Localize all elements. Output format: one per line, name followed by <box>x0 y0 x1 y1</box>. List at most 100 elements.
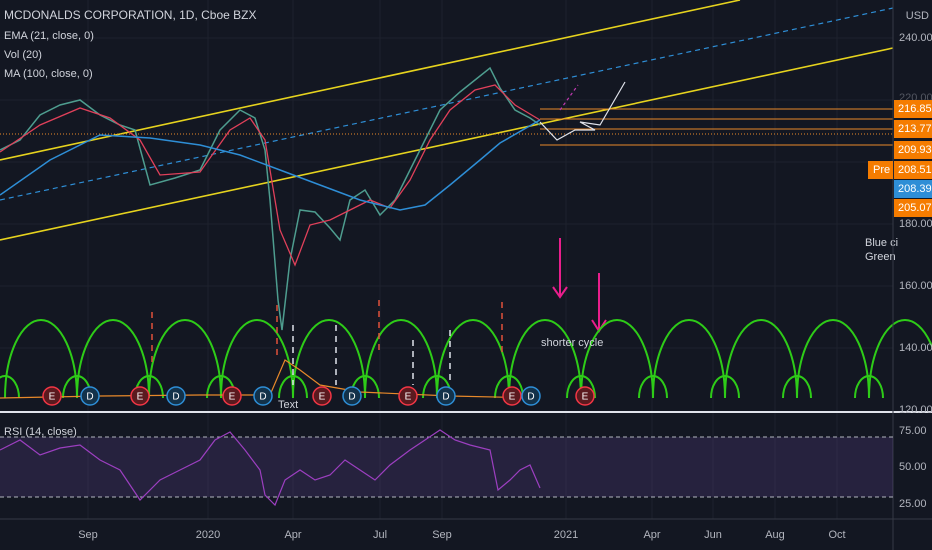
arc-big <box>148 319 222 399</box>
currency[interactable]: USD <box>906 10 929 22</box>
price-tag <box>894 120 932 138</box>
arc-small <box>0 375 20 399</box>
event-label: D <box>442 392 449 403</box>
time-axis: Sep 2020 Apr Jul Sep 2021 Apr Jun Aug Oct <box>78 529 845 541</box>
event-badge <box>80 386 100 406</box>
indicator[interactable]: EMA (21, close, 0) <box>4 30 94 42</box>
arc-small <box>782 375 812 399</box>
event-label: E <box>49 392 56 403</box>
pre-badge <box>868 161 893 179</box>
price-tag-label: 205.07 <box>898 202 932 214</box>
event-badge <box>42 386 62 406</box>
arc-big <box>292 319 366 399</box>
time-label: Apr <box>643 529 660 541</box>
channel-upper <box>0 0 741 161</box>
event-badge <box>575 386 595 406</box>
time-label: Sep <box>432 529 452 541</box>
symbol-title[interactable]: MCDONALDS CORPORATION, 1D, Cboe BZX <box>4 8 257 22</box>
time-label: Aug <box>765 529 785 541</box>
event-label: E <box>137 392 144 403</box>
projection <box>539 81 626 141</box>
price-label: 140.00 <box>899 342 932 354</box>
event-badge <box>312 386 332 406</box>
event-badge <box>436 386 456 406</box>
arc-big <box>724 319 798 399</box>
channel-lower <box>0 47 894 241</box>
event-badge <box>253 386 273 406</box>
price-label: 160.00 <box>899 280 932 292</box>
event-label: D <box>172 392 179 403</box>
time-label: Jul <box>373 529 387 541</box>
indicator[interactable]: MA (100, close, 0) <box>4 68 93 80</box>
time-label: Apr <box>284 529 301 541</box>
ma-line <box>0 119 541 211</box>
time-label: 2020 <box>196 529 220 541</box>
price-tag-label: 208.51 <box>898 164 932 176</box>
price-tag-label: 208.39 <box>898 183 932 195</box>
event-label: D <box>527 392 534 403</box>
time-label: 2021 <box>554 529 578 541</box>
levels <box>540 108 893 146</box>
arc-small <box>566 375 596 399</box>
price-tag-label: 216.85 <box>898 103 932 115</box>
annotation: Text <box>278 399 298 411</box>
annotation: Blue ci <box>865 237 898 249</box>
event-badge <box>398 386 418 406</box>
annotation: shorter cycle <box>541 337 603 349</box>
markers-white <box>292 325 451 385</box>
rsi-band <box>0 437 893 497</box>
price-tag-label: 209.93 <box>898 144 932 156</box>
event-label: E <box>582 392 589 403</box>
event-badge <box>342 386 362 406</box>
event-label: E <box>509 392 516 403</box>
event-label: D <box>86 392 93 403</box>
event-label: D <box>259 392 266 403</box>
time-label: Oct <box>828 529 845 541</box>
event-label: E <box>405 392 412 403</box>
arc-big <box>364 319 438 399</box>
rsi-title[interactable]: RSI (14, close) <box>4 426 77 438</box>
price-label: 180.00 <box>899 218 932 230</box>
price-tag <box>894 100 932 118</box>
indicator[interactable]: Vol (20) <box>4 49 42 61</box>
arc-small <box>710 375 740 399</box>
arc-big <box>4 319 78 399</box>
arc-small <box>638 375 668 399</box>
arc-big <box>436 319 510 399</box>
event-label: D <box>348 392 355 403</box>
event-badge <box>130 386 150 406</box>
markers-red <box>151 300 503 365</box>
arc-big <box>796 319 870 399</box>
event-label: E <box>229 392 236 403</box>
arc-small <box>854 375 884 399</box>
time-label: Sep <box>78 529 98 541</box>
event-badge <box>222 386 242 406</box>
price-tag <box>894 180 932 198</box>
annotation: Green <box>865 251 896 263</box>
price-tag <box>894 199 932 217</box>
arc-big <box>868 319 932 399</box>
rsi-label: 50.00 <box>899 461 927 473</box>
arc-big <box>652 319 726 399</box>
price-label: 240.00 <box>899 32 932 44</box>
rsi-line <box>0 429 541 507</box>
rsi-label: 25.00 <box>899 498 927 510</box>
time-label: Jun <box>704 529 722 541</box>
arc-small <box>494 375 524 399</box>
price-tags: 216.85 213.77 209.93 208.51 208.39 205.07 <box>894 100 932 217</box>
pre-label: Pre <box>873 164 890 176</box>
rsi-label: 75.00 <box>899 425 927 437</box>
arc-big <box>76 319 150 399</box>
price-tag <box>894 141 932 159</box>
event-badge <box>502 386 522 406</box>
arc-small <box>278 375 308 399</box>
price-tag <box>894 161 932 179</box>
event-badge <box>166 386 186 406</box>
price-tag-label: 213.77 <box>898 123 932 135</box>
ema-line <box>0 84 541 267</box>
event-label: E <box>319 392 326 403</box>
arc-big <box>508 319 582 399</box>
